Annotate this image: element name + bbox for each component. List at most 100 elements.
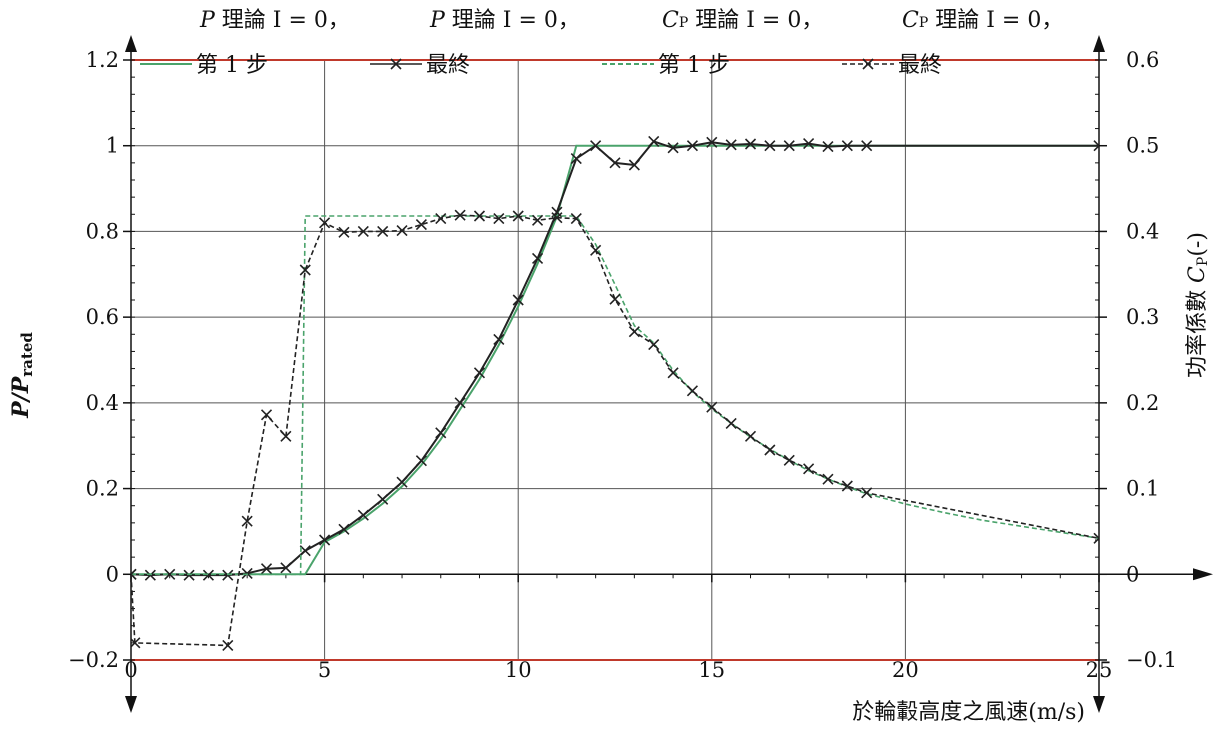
- data-point-marker: [144, 569, 156, 581]
- data-point-marker: [725, 139, 737, 151]
- data-point-marker: [222, 569, 234, 581]
- y-right-main: C: [1185, 266, 1210, 283]
- data-point-marker: [725, 417, 737, 429]
- data-point-marker: [764, 140, 776, 152]
- x-axis-label: 於輪轂高度之風速(m/s): [852, 700, 1085, 725]
- data-point-marker: [454, 209, 466, 221]
- data-point-marker: [862, 58, 874, 70]
- data-point-marker: [706, 136, 718, 148]
- data-point-marker: [861, 487, 873, 499]
- data-point-marker: [357, 225, 369, 237]
- x-tick-label: 20: [892, 658, 919, 682]
- series-line-4: [131, 214, 1099, 647]
- data-point-marker: [570, 213, 582, 225]
- data-point-marker: [590, 244, 602, 256]
- x-tick-label: 15: [698, 658, 725, 682]
- data-point-marker: [473, 367, 486, 379]
- legend-title: CP 理論 I = 0，: [662, 8, 823, 33]
- y-right-tick-label: 0.1: [1126, 477, 1159, 501]
- data-point-marker: [803, 463, 815, 475]
- data-point-marker: [377, 225, 389, 237]
- legend-title-symbol: C: [902, 8, 919, 33]
- data-point-marker: [338, 226, 350, 238]
- data-point-marker: [706, 401, 718, 413]
- y-right-tick-label: 0.5: [1126, 134, 1159, 158]
- data-point-marker: [570, 153, 582, 165]
- data-point-marker: [667, 142, 679, 154]
- y-axis-label-left: P/Prated: [8, 332, 36, 419]
- data-point-marker: [435, 427, 447, 439]
- x-tick-label: 0: [124, 658, 137, 682]
- data-point-marker: [841, 140, 853, 152]
- legend-title-subscript: P: [919, 15, 928, 31]
- y-right-tick-label: 0.3: [1126, 305, 1159, 329]
- data-point-marker: [744, 138, 757, 150]
- y-right-tick-label: −0.1: [1126, 648, 1177, 672]
- legend-title: CP 理論 I = 0，: [902, 8, 1063, 33]
- axes: [125, 35, 1213, 713]
- x-tick-label: 5: [318, 658, 331, 682]
- legend-title: P 理論 I = 0，: [199, 8, 350, 33]
- y-right-tick-label: 0: [1126, 562, 1139, 586]
- legend-label: 第 1 步: [196, 53, 268, 78]
- y-left-sub: rated: [18, 332, 36, 377]
- data-point-marker: [628, 326, 640, 338]
- y-left-tick-label: 0: [106, 562, 119, 586]
- data-point-marker: [764, 444, 776, 456]
- data-point-marker: [131, 637, 141, 649]
- data-point-marker: [841, 480, 853, 492]
- data-point-marker: [454, 397, 466, 409]
- data-point-marker: [783, 140, 795, 152]
- series-line-2: [131, 140, 1099, 577]
- data-point-marker: [1093, 140, 1099, 152]
- data-point-marker: [241, 515, 253, 527]
- ticks: −0.200.20.40.60.811.2−0.100.10.20.30.40.…: [68, 48, 1177, 682]
- data-point-marker: [667, 367, 679, 379]
- series-line-1: [131, 144, 1099, 576]
- series-line-3: [131, 215, 1099, 576]
- data-point-marker: [590, 140, 602, 152]
- grid: [131, 60, 1099, 660]
- data-point-marker: [357, 509, 369, 521]
- data-point-marker: [415, 219, 427, 231]
- y-right-tick-label: 0.6: [1126, 48, 1159, 72]
- data-point-marker: [183, 569, 195, 581]
- data-point-marker: [299, 264, 311, 276]
- data-point-marker: [202, 569, 215, 581]
- data-point-marker: [377, 493, 389, 505]
- data-point-marker: [493, 213, 505, 225]
- limit-lines: [131, 59, 1099, 661]
- legend-title-text: 理論 I = 0，: [688, 8, 823, 33]
- x-tick-label: 25: [1086, 658, 1113, 682]
- data-point-marker: [260, 409, 273, 421]
- data-point-marker: [415, 455, 427, 467]
- data-point-marker: [280, 562, 292, 574]
- data-point-marker: [531, 214, 544, 226]
- data-point-marker: [493, 333, 505, 345]
- data-point-marker: [1093, 532, 1099, 544]
- y-right-prefix: 功率係數: [1185, 283, 1210, 378]
- data-point-marker: [609, 157, 621, 169]
- data-point-marker: [648, 339, 660, 351]
- y-left-tick-label: 0.8: [86, 219, 119, 243]
- right-axis-arrow-up: [1093, 35, 1105, 52]
- data-point-marker: [861, 140, 873, 152]
- data-point-marker: [319, 534, 331, 546]
- legend-title-text: 理論 I = 0，: [445, 8, 580, 33]
- y-left-tick-label: 1.2: [86, 48, 119, 72]
- legend-title-text: 理論 I = 0，: [215, 8, 350, 33]
- legend-title-text: 理論 I = 0，: [928, 8, 1063, 33]
- data-point-marker: [551, 212, 563, 224]
- y-axis-label-right: 功率係數 CP(-): [1185, 232, 1211, 378]
- data-point-marker: [222, 639, 234, 651]
- data-point-marker: [512, 294, 524, 306]
- legend-title-symbol: P: [429, 8, 446, 33]
- legend-label: 第 1 步: [658, 53, 730, 78]
- series-group: [131, 135, 1099, 651]
- y-right-suffix: (-): [1185, 232, 1210, 257]
- y-right-tick-label: 0.2: [1126, 391, 1159, 415]
- right-axis-arrow-down: [1093, 696, 1105, 713]
- data-point-marker: [609, 293, 621, 305]
